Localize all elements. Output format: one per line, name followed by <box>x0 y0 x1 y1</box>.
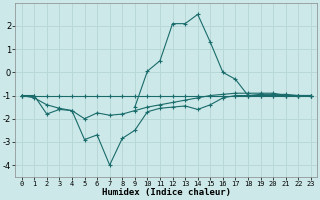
X-axis label: Humidex (Indice chaleur): Humidex (Indice chaleur) <box>102 188 231 197</box>
